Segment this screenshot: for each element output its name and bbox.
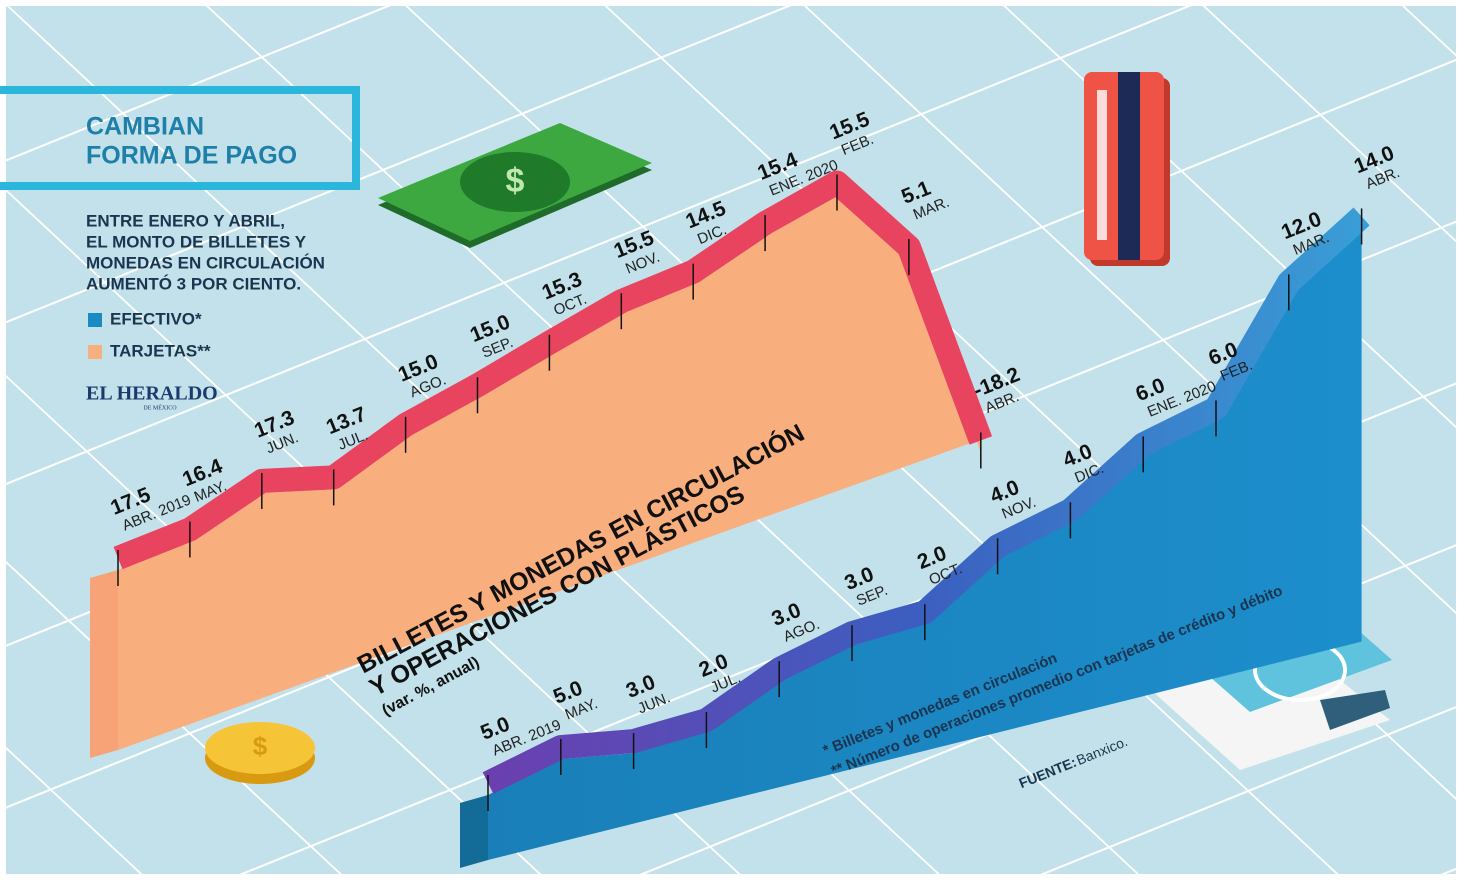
title: FORMA DE PAGO [86, 142, 297, 170]
subtitle: ENTRE ENERO Y ABRIL, [86, 211, 285, 230]
svg-text:$: $ [253, 731, 268, 761]
brand: EL HERALDO [86, 383, 218, 405]
area [118, 194, 981, 751]
subtitle: EL MONTO DE BILLETES Y [86, 232, 307, 251]
side-face [90, 570, 118, 758]
subtitle: AUMENTÓ 3 POR CIENTO. [86, 274, 301, 293]
bill-icon: $ [378, 123, 652, 248]
side-face [460, 795, 488, 868]
subtitle: MONEDAS EN CIRCULACIÓN [86, 253, 325, 272]
legend-label: TARJETAS** [110, 341, 211, 360]
title-box [0, 86, 360, 190]
coin-icon: $ [205, 722, 315, 784]
svg-text:$: $ [506, 162, 525, 200]
title: CAMBIAN [86, 113, 204, 141]
legend-label: EFECTIVO* [110, 309, 202, 328]
area [488, 228, 1362, 861]
legend-swatch [88, 313, 102, 327]
legend-swatch [88, 345, 102, 359]
brand-sub: DE MÉXICO [143, 403, 177, 411]
card-icon [1084, 72, 1170, 266]
legend: EFECTIVO* TARJETAS** [88, 309, 211, 360]
